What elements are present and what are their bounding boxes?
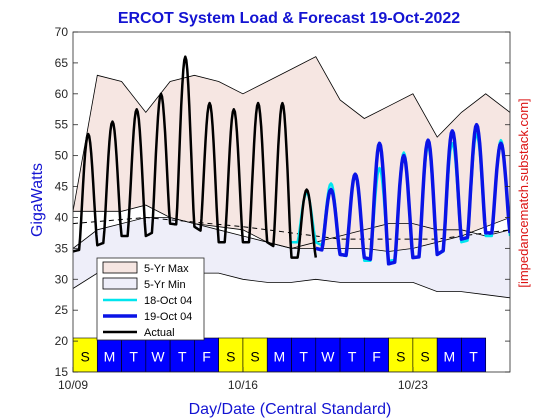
- day-cell: [339, 337, 365, 372]
- y-tick-label: 70: [55, 25, 69, 39]
- y-tick-label: 35: [55, 241, 69, 255]
- day-label: T: [178, 348, 187, 364]
- y-tick-label: 65: [55, 56, 69, 70]
- forecast-19-oct-line: [315, 122, 510, 266]
- day-label: S: [420, 348, 429, 364]
- day-cell: [266, 337, 292, 372]
- average-dashed-line: [73, 216, 510, 240]
- y-tick-label: 40: [55, 210, 69, 224]
- legend: 5-Yr Max 5-Yr Min 18-Oct 04 19-Oct 04 Actual: [96, 257, 205, 341]
- legend-label: 5-Yr Max: [144, 263, 189, 275]
- day-cell: [364, 337, 389, 372]
- x-tick-label: 10/09: [58, 378, 88, 392]
- day-label: M: [104, 348, 116, 364]
- y-tick-label: 30: [55, 272, 69, 286]
- day-cell: [96, 337, 122, 372]
- legend-label: Actual: [144, 327, 175, 339]
- y-tick-label: 45: [55, 180, 69, 194]
- x-axis-label: Day/Date (Central Standard): [189, 401, 392, 418]
- day-cell: [388, 337, 414, 372]
- legend-label: 18-Oct 04: [144, 295, 192, 307]
- y-tick-label: 50: [55, 149, 69, 163]
- day-cell: [461, 337, 487, 372]
- day-cell: [436, 337, 462, 372]
- chart-title: ERCOT System Load & Forecast 19-Oct-2022: [118, 10, 460, 27]
- axes-box: [72, 31, 511, 373]
- day-label: W: [151, 348, 165, 364]
- legend-label: 5-Yr Min: [144, 279, 186, 291]
- day-label: T: [469, 348, 478, 364]
- day-label: W: [321, 348, 335, 364]
- x-tick-label: 10/16: [228, 378, 258, 392]
- y-tick-label: 60: [55, 87, 69, 101]
- y-tick-label: 20: [55, 334, 69, 348]
- legend-swatch-max: [102, 261, 138, 274]
- day-label: S: [396, 348, 405, 364]
- y-tick-label: 25: [55, 303, 69, 317]
- y-axis-label: GigaWatts: [29, 163, 46, 237]
- day-label: M: [274, 348, 286, 364]
- plot-area: S M T W T F S S M T W T F S S M T15202530354045505560657…: [55, 25, 511, 392]
- day-label: T: [348, 348, 357, 364]
- day-label: S: [80, 348, 89, 364]
- day-label: M: [443, 348, 455, 364]
- watermark-label: [impedancematch.substack.com]: [516, 98, 531, 287]
- legend-label: 19-Oct 04: [144, 311, 192, 323]
- y-tick-label: 55: [55, 118, 69, 132]
- day-label: F: [202, 348, 211, 364]
- x-tick-label: 10/23: [398, 378, 428, 392]
- day-cell: [315, 337, 341, 372]
- day-label: T: [129, 348, 138, 364]
- day-label: F: [372, 348, 381, 364]
- y-tick-label: 15: [55, 365, 69, 379]
- actual-load-line: [73, 55, 318, 259]
- day-cell: [291, 337, 317, 372]
- day-label: S: [226, 348, 235, 364]
- 5yr-max-upper-line: [73, 56, 510, 212]
- day-cell: [218, 337, 244, 372]
- day-label: S: [250, 348, 259, 364]
- day-label: T: [299, 348, 308, 364]
- clipped-layer: [73, 55, 510, 372]
- legend-swatch-min: [102, 277, 138, 290]
